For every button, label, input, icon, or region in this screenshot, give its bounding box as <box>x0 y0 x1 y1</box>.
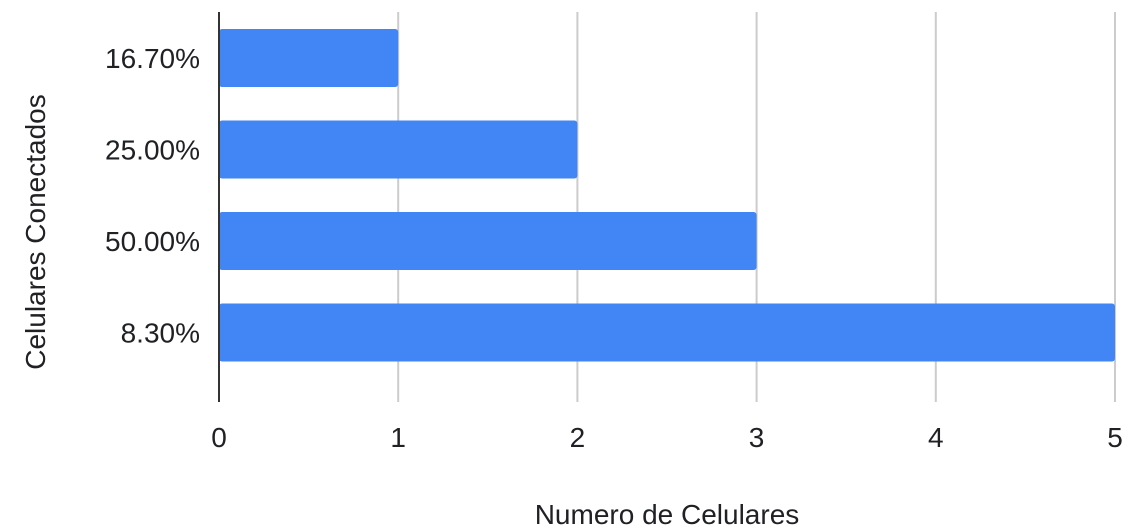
x-tick-labels: 0 1 2 3 4 5 <box>211 422 1123 453</box>
x-tick-label: 1 <box>390 422 406 453</box>
bar[interactable] <box>219 212 757 270</box>
y-category-labels: 16.70% 25.00% 50.00% 8.30% <box>105 43 200 349</box>
bar[interactable] <box>219 303 1115 362</box>
x-tick-label: 2 <box>570 422 586 453</box>
x-axis-title: Numero de Celulares <box>535 499 800 530</box>
x-tick-label: 5 <box>1107 422 1123 453</box>
y-category-label: 16.70% <box>105 43 200 74</box>
x-tick-label: 4 <box>928 422 944 453</box>
bar[interactable] <box>219 29 399 87</box>
bars <box>219 29 1115 362</box>
x-tick-label: 0 <box>211 422 227 453</box>
y-category-label: 25.00% <box>105 135 200 166</box>
x-tick-label: 3 <box>749 422 765 453</box>
y-category-label: 8.30% <box>121 318 200 349</box>
y-axis-title: Celulares Conectados <box>20 94 51 370</box>
y-category-label: 50.00% <box>105 226 200 257</box>
bar[interactable] <box>219 120 578 179</box>
